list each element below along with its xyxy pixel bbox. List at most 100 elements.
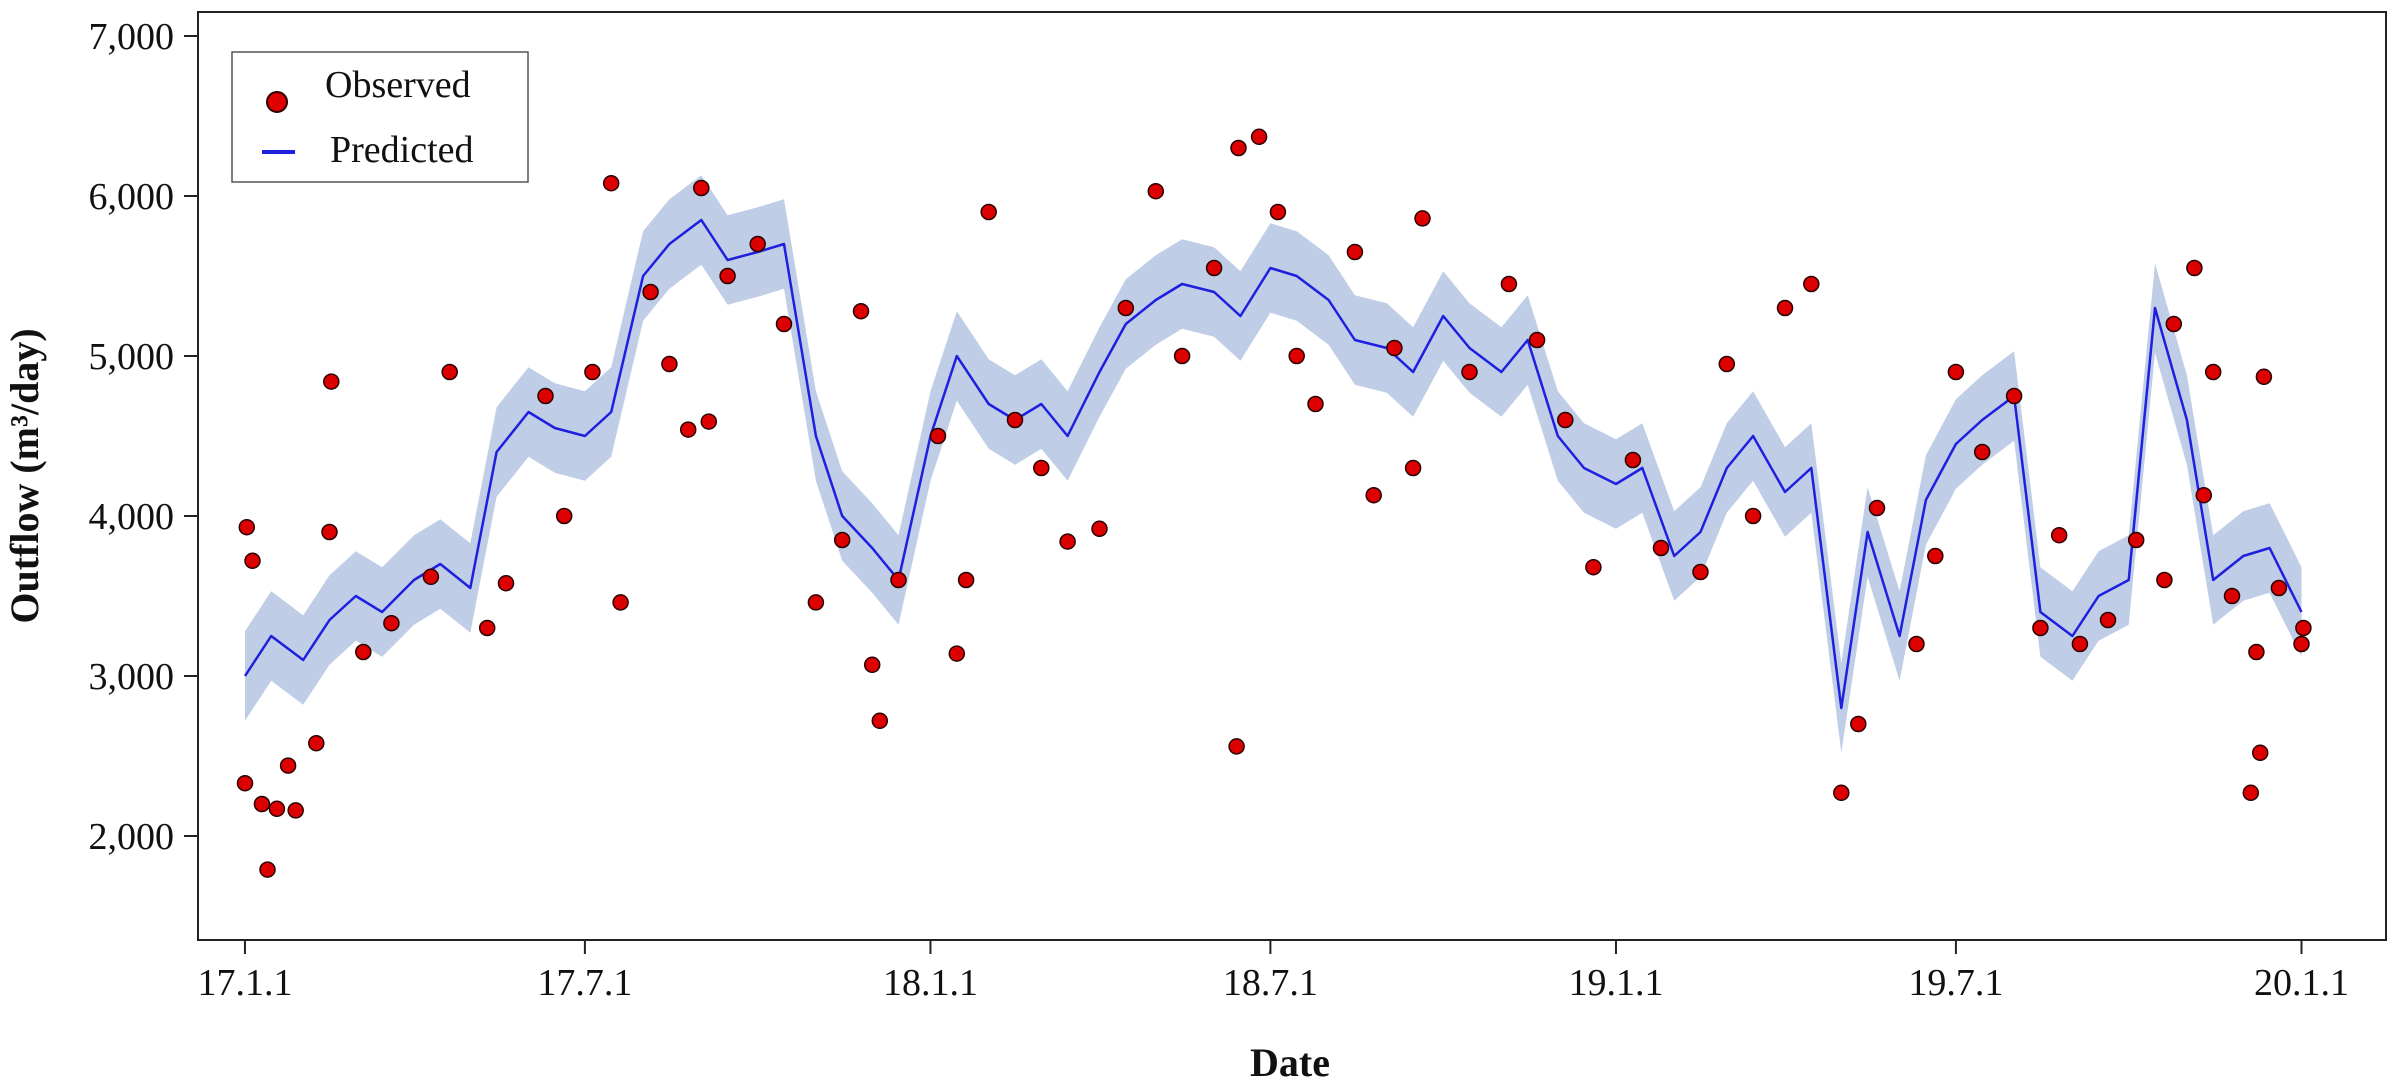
- observed-point: [1973, 443, 1991, 461]
- observed-point: [1173, 347, 1191, 365]
- observed-point: [642, 283, 659, 301]
- observed-point: [980, 203, 997, 221]
- observed-point: [1947, 363, 1965, 381]
- observed-point: [1868, 499, 1886, 517]
- observed-point: [1059, 533, 1076, 550]
- observed-point: [1718, 355, 1736, 373]
- observed-point: [749, 235, 766, 253]
- plot-frame: [197, 11, 2387, 941]
- observed-point: [1776, 299, 1794, 317]
- observed-point: [679, 421, 697, 438]
- observed-point: [2050, 526, 2068, 544]
- legend-box: [231, 51, 529, 183]
- observed-point: [602, 174, 620, 192]
- observed-point: [1414, 210, 1431, 227]
- observed-point: [948, 645, 966, 662]
- predicted-line: [243, 218, 2303, 710]
- observed-point: [612, 594, 629, 611]
- observed-point: [2099, 611, 2117, 629]
- observed-point: [1365, 486, 1382, 504]
- x-tick-label: 18.1.1: [883, 962, 978, 1004]
- x-tick-label: 18.7.1: [1223, 962, 1318, 1004]
- observed-point: [807, 594, 825, 611]
- observed-point: [1386, 339, 1403, 357]
- observed-point: [1528, 331, 1546, 349]
- y-tick-label: 7,000: [89, 16, 175, 58]
- observed-point: [700, 413, 718, 430]
- observed-point: [383, 614, 400, 632]
- observed-point: [2204, 363, 2222, 381]
- observed-point: [1500, 275, 1518, 293]
- observed-point: [1624, 451, 1642, 469]
- observed-points-layer: [236, 128, 2312, 878]
- observed-point: [1006, 411, 1024, 429]
- x-axis-title: Date: [1250, 1040, 1330, 1085]
- observed-point: [308, 734, 325, 752]
- observed-point: [1033, 459, 1050, 477]
- observed-point: [852, 302, 870, 320]
- plot-area: [197, 11, 2387, 941]
- observed-point: [1557, 411, 1574, 429]
- observed-point: [2156, 571, 2173, 589]
- observed-point: [2195, 486, 2213, 504]
- observed-point: [863, 656, 881, 674]
- observed-point: [1803, 275, 1820, 293]
- legend-observed-label: Observed: [325, 64, 471, 106]
- observed-point: [1461, 363, 1478, 381]
- observed-point: [478, 619, 496, 637]
- observed-point: [1908, 635, 1925, 653]
- observed-point: [497, 574, 515, 592]
- observed-point: [871, 712, 889, 730]
- observed-point: [1833, 784, 1850, 802]
- observed-point: [1091, 520, 1108, 538]
- observed-point: [1117, 299, 1135, 317]
- observed-point: [1346, 243, 1364, 261]
- observed-point: [1927, 547, 1944, 565]
- prediction-band-layer: [245, 175, 2302, 753]
- observed-point: [555, 507, 573, 525]
- observed-point: [2127, 531, 2145, 549]
- x-axis: 17.1.1 17.7.1 18.1.1 18.7.1 19.1.1 19.7.1 20.1…: [197, 940, 2349, 1004]
- observed-point: [584, 363, 601, 381]
- y-tick-label: 2,000: [89, 816, 175, 858]
- observed-point: [2251, 744, 2269, 762]
- observed-point: [1692, 563, 1709, 581]
- y-tick-label: 6,000: [89, 176, 175, 218]
- observed-point: [2032, 619, 2049, 637]
- observed-point: [1404, 459, 1422, 477]
- observed-point: [2165, 315, 2183, 333]
- observed-point: [1147, 182, 1165, 200]
- y-axis: 2,000 3,000 4,000 5,000 6,000 7,000: [89, 16, 198, 858]
- x-tick-label: 17.7.1: [537, 962, 632, 1004]
- observed-point: [2270, 579, 2288, 597]
- x-tick-label: 19.7.1: [1908, 962, 2003, 1004]
- observed-point: [321, 523, 338, 541]
- y-tick-label: 4,000: [89, 496, 175, 538]
- y-axis-title: Outflow (m³/day): [2, 328, 47, 623]
- observed-point: [693, 179, 710, 197]
- observed-point: [236, 774, 254, 792]
- observed-point: [775, 315, 793, 333]
- observed-point: [1230, 139, 1247, 157]
- observed-point: [1205, 259, 1223, 277]
- observed-point: [253, 795, 271, 813]
- x-tick-label: 17.1.1: [197, 962, 292, 1004]
- observed-point: [1228, 738, 1245, 755]
- observed-point: [2005, 387, 2023, 405]
- observed-point: [422, 568, 440, 586]
- observed-point: [929, 427, 947, 445]
- x-tick-label: 19.1.1: [1568, 962, 1663, 1004]
- observed-point: [355, 643, 372, 661]
- observed-point: [2071, 635, 2089, 653]
- observed-point: [2186, 259, 2203, 277]
- observed-point: [2248, 643, 2265, 661]
- observed-point: [957, 571, 975, 589]
- y-tick-label: 3,000: [89, 656, 175, 698]
- observed-point: [1269, 203, 1287, 221]
- observed-point: [2242, 784, 2260, 802]
- observed-point: [1850, 715, 1867, 733]
- observed-point: [2255, 368, 2273, 386]
- observed-point: [1288, 347, 1305, 365]
- observed-point: [1652, 539, 1670, 557]
